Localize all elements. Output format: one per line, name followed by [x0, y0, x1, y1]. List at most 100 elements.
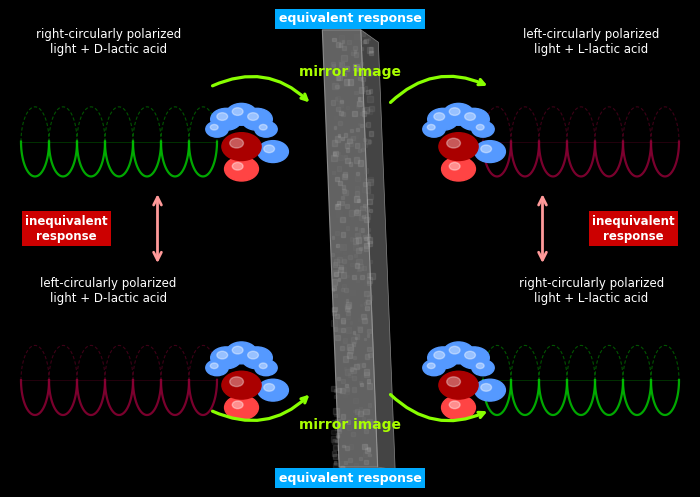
Bar: [339, 245, 342, 249]
Bar: [341, 320, 344, 324]
Bar: [336, 204, 338, 206]
Bar: [335, 231, 339, 235]
Bar: [350, 297, 356, 303]
Bar: [351, 50, 356, 55]
Bar: [340, 111, 342, 115]
Bar: [341, 137, 344, 140]
Bar: [356, 172, 358, 175]
Bar: [349, 162, 352, 166]
Bar: [365, 307, 369, 310]
Bar: [355, 135, 358, 138]
Bar: [359, 247, 363, 250]
Bar: [337, 134, 340, 137]
Bar: [342, 73, 346, 77]
Bar: [338, 181, 342, 185]
Bar: [360, 206, 365, 210]
Bar: [354, 424, 356, 427]
Bar: [358, 457, 362, 460]
Bar: [355, 74, 359, 79]
Bar: [358, 97, 360, 100]
Bar: [335, 97, 337, 99]
Circle shape: [481, 145, 491, 153]
Circle shape: [481, 384, 491, 391]
Bar: [365, 460, 368, 464]
Bar: [354, 64, 359, 70]
Bar: [367, 277, 372, 283]
Bar: [337, 103, 342, 108]
Bar: [367, 421, 372, 427]
Bar: [344, 389, 349, 395]
Bar: [358, 199, 360, 202]
Bar: [350, 237, 354, 241]
Text: right-circularly polarized
light + D-lactic acid: right-circularly polarized light + D-lac…: [36, 28, 181, 56]
Bar: [353, 238, 358, 244]
Bar: [354, 34, 358, 39]
Bar: [342, 173, 346, 178]
Circle shape: [434, 113, 444, 120]
Bar: [356, 238, 361, 243]
Bar: [337, 415, 339, 417]
Circle shape: [211, 108, 241, 130]
Circle shape: [241, 347, 272, 369]
Bar: [356, 67, 360, 72]
Bar: [344, 386, 349, 392]
Bar: [342, 65, 346, 70]
Bar: [363, 86, 368, 91]
Bar: [355, 143, 360, 148]
Bar: [335, 314, 340, 318]
Bar: [340, 324, 342, 327]
Bar: [356, 128, 359, 131]
Circle shape: [443, 342, 474, 364]
Circle shape: [255, 360, 277, 376]
Bar: [335, 440, 337, 442]
Circle shape: [449, 346, 460, 354]
Bar: [351, 217, 354, 220]
Bar: [363, 452, 368, 457]
Bar: [340, 461, 344, 466]
Bar: [344, 367, 346, 369]
Bar: [332, 288, 335, 291]
Bar: [358, 264, 363, 269]
Bar: [336, 96, 340, 101]
Bar: [340, 423, 344, 427]
Bar: [368, 194, 373, 199]
Bar: [342, 288, 344, 291]
Bar: [354, 196, 358, 202]
Circle shape: [226, 103, 257, 125]
Text: inequivalent
response: inequivalent response: [592, 215, 675, 243]
Bar: [342, 40, 344, 43]
Bar: [362, 363, 365, 367]
Bar: [365, 291, 369, 296]
Bar: [351, 432, 355, 436]
Bar: [334, 395, 337, 398]
Bar: [345, 66, 349, 71]
Bar: [347, 309, 350, 312]
Bar: [332, 308, 336, 312]
Bar: [365, 207, 369, 211]
Circle shape: [248, 351, 258, 359]
Text: inequivalent
response: inequivalent response: [25, 215, 108, 243]
Bar: [336, 42, 340, 47]
Bar: [331, 387, 335, 392]
Bar: [357, 101, 362, 106]
Circle shape: [458, 108, 489, 130]
Circle shape: [442, 157, 475, 181]
Circle shape: [442, 396, 475, 419]
Bar: [368, 454, 371, 456]
Bar: [354, 356, 356, 358]
Bar: [367, 234, 370, 237]
Text: left-circularly polarized
light + D-lactic acid: left-circularly polarized light + D-lact…: [41, 277, 176, 305]
Bar: [366, 122, 370, 127]
Bar: [342, 339, 346, 344]
Polygon shape: [322, 30, 378, 467]
Bar: [347, 426, 351, 430]
Bar: [364, 337, 366, 340]
Circle shape: [230, 377, 244, 387]
Bar: [335, 84, 339, 88]
Bar: [342, 46, 346, 50]
Bar: [362, 32, 365, 36]
Bar: [335, 329, 337, 332]
Bar: [364, 372, 369, 377]
Circle shape: [447, 138, 461, 148]
Bar: [341, 196, 344, 199]
